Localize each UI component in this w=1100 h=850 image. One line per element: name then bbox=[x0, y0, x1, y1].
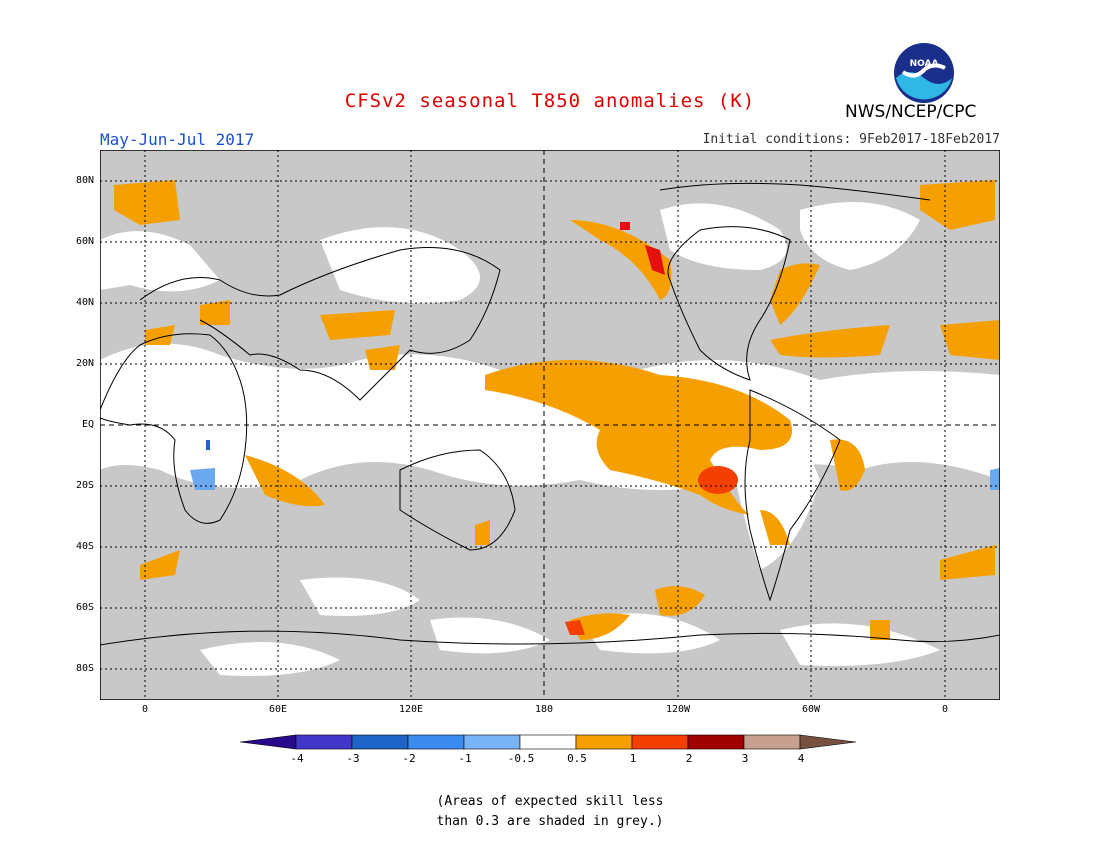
footnote-line: than 0.3 are shaded in grey.) bbox=[436, 814, 664, 829]
colorbar-cell bbox=[240, 734, 297, 750]
colorbar-cell bbox=[575, 734, 633, 750]
footnote-line: (Areas of expected skill less bbox=[436, 794, 664, 809]
colorbar-cell bbox=[519, 734, 577, 750]
colorbar-cell bbox=[351, 734, 409, 750]
colorbar-cell bbox=[407, 734, 465, 750]
lon-label: 60E bbox=[268, 704, 288, 715]
colorbar-label: 3 bbox=[741, 752, 749, 765]
unshaded-regions bbox=[100, 202, 1000, 676]
colorbar-cell bbox=[743, 734, 801, 750]
colorbar-cell bbox=[295, 734, 353, 750]
colorbar-label: -4 bbox=[290, 752, 304, 765]
colorbar-label: 0.5 bbox=[567, 752, 587, 765]
lon-label: 0 bbox=[141, 704, 149, 715]
anomaly-map bbox=[100, 150, 1000, 700]
colorbar-label: -2 bbox=[402, 752, 416, 765]
colorbar-cell bbox=[463, 734, 521, 750]
lon-label: 120W bbox=[665, 704, 691, 715]
lon-label: 0 bbox=[941, 704, 949, 715]
cool-anomaly-regions bbox=[190, 440, 1000, 490]
map-title: CFSv2 seasonal T850 anomalies (K) bbox=[344, 90, 756, 112]
lon-label: 180 bbox=[534, 704, 554, 715]
skill-footnote: (Areas of expected skill less than 0.3 a… bbox=[0, 792, 1100, 832]
lon-label: 60W bbox=[801, 704, 821, 715]
colorbar bbox=[240, 734, 857, 750]
colorbar-label: 2 bbox=[685, 752, 693, 765]
graticule bbox=[100, 150, 1000, 700]
lat-label: 60S bbox=[75, 602, 94, 613]
noaa-logo: NOAA bbox=[894, 43, 954, 103]
colorbar-cell bbox=[687, 734, 745, 750]
colorbar-cell bbox=[799, 734, 857, 750]
initial-conditions-label: Initial conditions: 9Feb2017-18Feb2017 bbox=[702, 132, 1000, 147]
lat-label: 80S bbox=[75, 663, 94, 674]
colorbar-label: -0.5 bbox=[507, 752, 535, 765]
lat-label: 80N bbox=[75, 175, 94, 186]
lat-label: 40N bbox=[75, 297, 94, 308]
colorbar-cell bbox=[631, 734, 689, 750]
svg-text:NOAA: NOAA bbox=[910, 59, 939, 69]
lat-label: 20N bbox=[75, 358, 94, 369]
coastlines bbox=[100, 182, 1000, 646]
organization-label: NWS/NCEP/CPC bbox=[845, 102, 977, 122]
season-label: May-Jun-Jul 2017 bbox=[100, 130, 255, 149]
lat-label: EQ bbox=[81, 419, 94, 430]
colorbar-label: -3 bbox=[346, 752, 360, 765]
lon-label: 120E bbox=[398, 704, 424, 715]
lat-label: 60N bbox=[75, 236, 94, 247]
colorbar-label: -1 bbox=[458, 752, 472, 765]
lat-label: 40S bbox=[75, 541, 94, 552]
lat-label: 20S bbox=[75, 480, 94, 491]
strong-warm-regions bbox=[565, 222, 738, 635]
colorbar-label: 1 bbox=[629, 752, 637, 765]
equator-and-dateline bbox=[100, 150, 1000, 700]
colorbar-label: 4 bbox=[797, 752, 805, 765]
